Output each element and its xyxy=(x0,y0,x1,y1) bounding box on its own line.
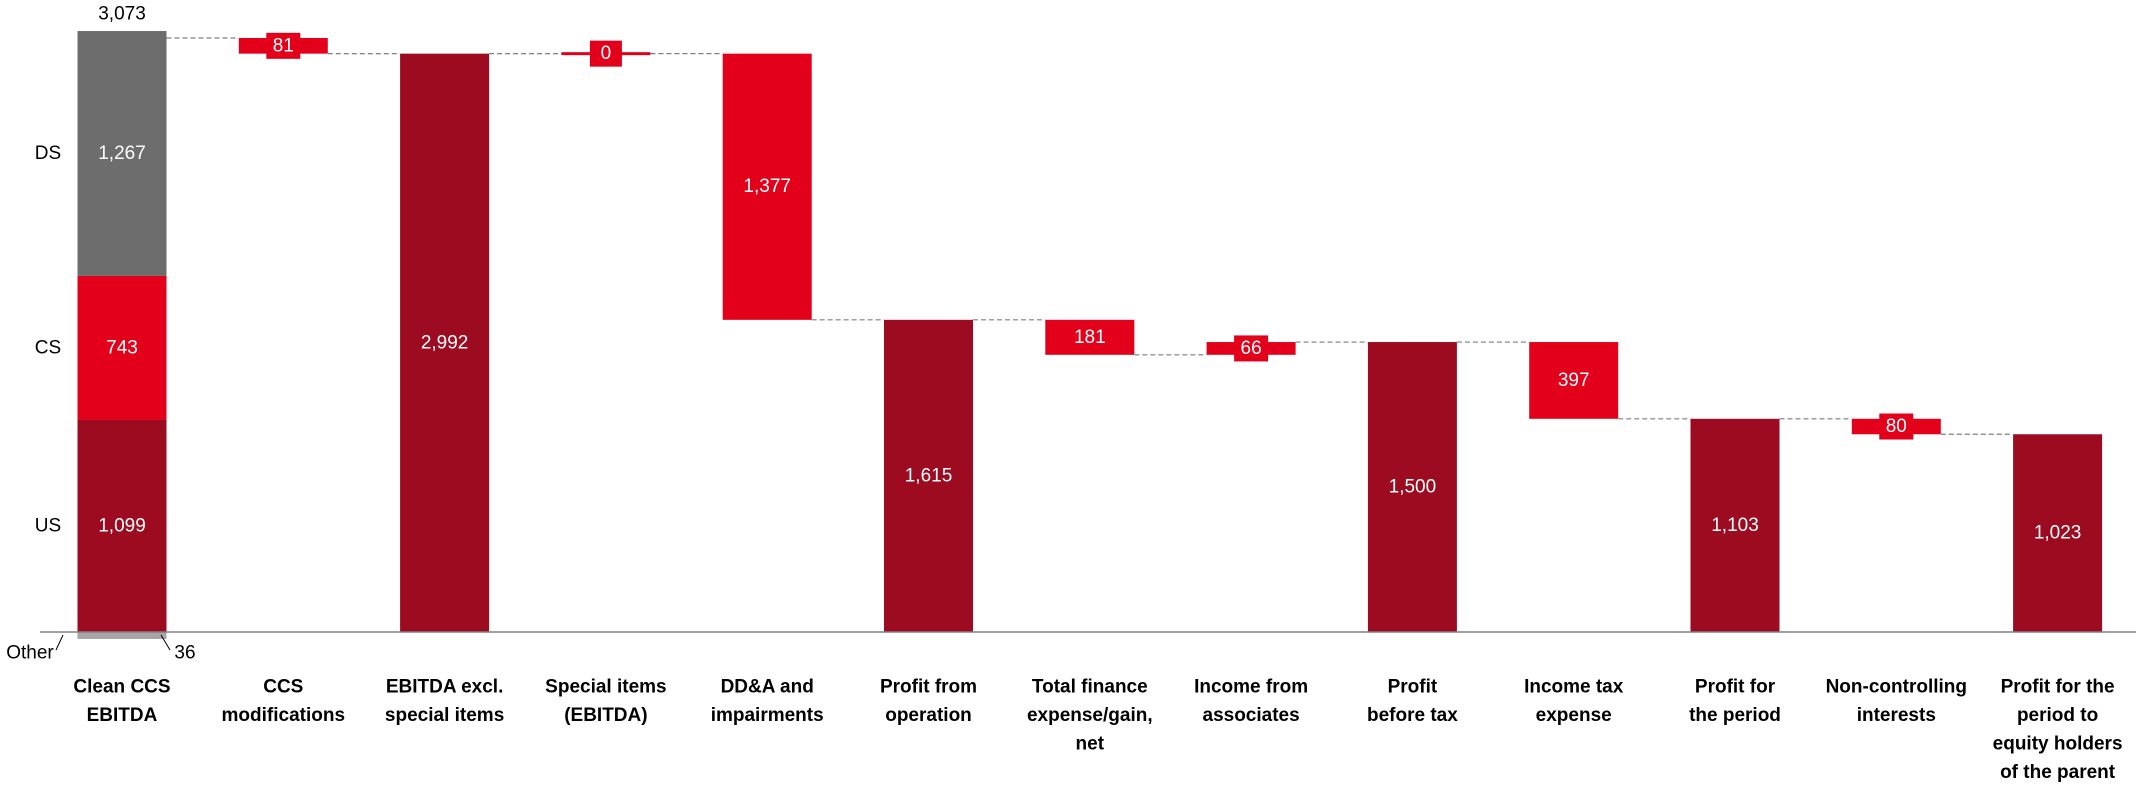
category-label: (EBITDA) xyxy=(564,705,647,726)
total-bar xyxy=(1367,342,1457,632)
category-label: CCS xyxy=(263,677,303,698)
category-label: Profit for the xyxy=(2001,677,2115,698)
total-bar xyxy=(400,53,490,633)
category-label: special items xyxy=(385,705,504,726)
category-label: EBITDA xyxy=(87,705,158,726)
segment-name-ds: DS xyxy=(35,143,61,164)
category-label: Income tax xyxy=(1524,677,1624,698)
segment-labels: Other US CS DS xyxy=(6,143,171,664)
category-label: associates xyxy=(1203,705,1300,726)
category-label: period to xyxy=(2017,705,2098,726)
other-leader-right xyxy=(160,634,171,651)
segment-value-other: 36 xyxy=(174,643,195,664)
segment-value-cs: 743 xyxy=(106,337,138,358)
segment-name-us: US xyxy=(35,515,61,536)
delta-label-box xyxy=(1879,413,1914,440)
total-bar xyxy=(884,319,973,632)
bar-value-label: 1,615 xyxy=(905,465,953,486)
stack-segment-ds xyxy=(77,31,167,276)
category-label: expense xyxy=(1536,705,1612,726)
segment-name-other: Other xyxy=(6,643,54,664)
delta-bar xyxy=(1045,319,1135,355)
bar-value-label: 2,992 xyxy=(421,332,469,353)
delta-value-label: 81 xyxy=(273,35,294,56)
segment-name-cs: CS xyxy=(35,337,61,358)
category-label: Profit from xyxy=(880,677,977,698)
delta-value-label: 66 xyxy=(1241,338,1262,359)
segment-value-ds: 1,267 xyxy=(98,143,146,164)
category-label: operation xyxy=(885,705,972,726)
category-label: modifications xyxy=(222,705,346,726)
category-label: Special items xyxy=(545,677,666,698)
category-label: of the parent xyxy=(2000,762,2116,783)
category-labels: Clean CCS EBITDA CCS modifications EBITDA ex… xyxy=(73,677,2122,784)
segment-value-us: 1,099 xyxy=(98,515,146,536)
other-leader-left xyxy=(55,634,64,651)
category-label: Income from xyxy=(1194,677,1308,698)
delta-bar xyxy=(722,53,812,320)
category-label: impairments xyxy=(711,705,824,726)
value-labels: 36 1,099 743 1,267 3,073 81 2,992 0 1,377 1,615 18… xyxy=(98,4,2081,664)
delta-bar xyxy=(1529,342,1619,419)
bar-value-label: 1,103 xyxy=(1711,515,1759,536)
total-bar xyxy=(2013,434,2103,632)
delta-value-label: 1,377 xyxy=(743,176,791,197)
category-label: equity holders xyxy=(1993,734,2123,755)
stack-segment-cs xyxy=(77,275,167,420)
delta-value-label: 80 xyxy=(1886,416,1907,437)
total-value-label: 3,073 xyxy=(98,4,146,25)
category-label: Total finance xyxy=(1032,677,1148,698)
category-label: Profit xyxy=(1388,677,1438,698)
delta-value-label: 0 xyxy=(601,43,612,64)
category-label: Non-controlling xyxy=(1826,677,1967,698)
connector-lines xyxy=(166,37,2014,435)
bars-group xyxy=(77,31,2103,639)
category-label: Profit for xyxy=(1695,677,1776,698)
delta-label-box xyxy=(1234,335,1269,362)
category-label: before tax xyxy=(1367,705,1458,726)
bar-value-label: 1,023 xyxy=(2034,523,2082,544)
stack-segment-other xyxy=(77,632,167,639)
category-label: expense/gain, xyxy=(1027,705,1153,726)
stack-segment-us xyxy=(77,419,167,632)
delta-label-box xyxy=(589,40,622,67)
category-label: interests xyxy=(1857,705,1936,726)
delta-value-label: 397 xyxy=(1558,370,1590,391)
category-label: DD&A and xyxy=(721,677,814,698)
delta-label-box xyxy=(266,32,301,59)
category-label: EBITDA excl. xyxy=(386,677,504,698)
bar-value-label: 1,500 xyxy=(1389,477,1437,498)
delta-value-label: 181 xyxy=(1074,327,1106,348)
category-label: net xyxy=(1076,734,1105,755)
total-bar xyxy=(1690,418,1780,632)
category-label: Clean CCS xyxy=(73,677,170,698)
category-label: the period xyxy=(1689,705,1781,726)
